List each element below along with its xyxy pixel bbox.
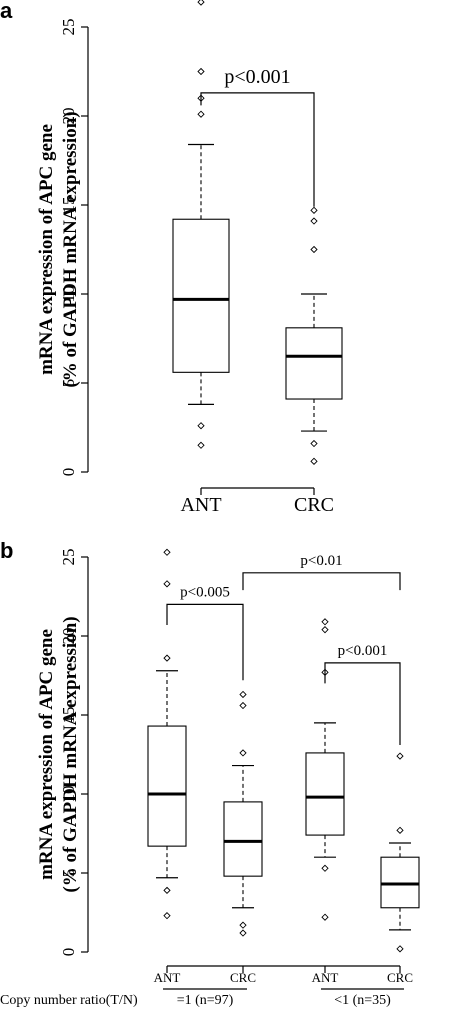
outlier-point bbox=[239, 929, 247, 937]
outlier-point bbox=[197, 422, 205, 430]
outlier-point bbox=[310, 457, 318, 465]
outlier-point bbox=[396, 826, 404, 834]
outlier-point bbox=[321, 864, 329, 872]
p-value-label: p<0.01 bbox=[300, 553, 342, 569]
outlier-point bbox=[321, 913, 329, 921]
x-category-label: CRC bbox=[294, 494, 334, 516]
x-category-label: CRC bbox=[387, 970, 413, 985]
p-value-label: p<0.001 bbox=[224, 66, 290, 88]
y-tick-label: 10 bbox=[59, 786, 78, 803]
outlier-point bbox=[310, 245, 318, 254]
outlier-point bbox=[163, 654, 171, 662]
x-category-label: ANT bbox=[312, 970, 339, 985]
significance-bracket bbox=[242, 572, 401, 591]
y-tick-label: 10 bbox=[59, 286, 78, 303]
y-axis-label-line1: mRNA expression of APC gene bbox=[36, 629, 57, 880]
outlier-point bbox=[310, 439, 318, 448]
panel-letter: b bbox=[0, 538, 13, 563]
y-tick-label: 25 bbox=[59, 19, 78, 36]
outlier-point bbox=[321, 626, 329, 634]
outlier-point bbox=[239, 701, 247, 710]
group-label: <1 (n=35) bbox=[334, 993, 391, 1008]
outlier-point bbox=[310, 217, 318, 225]
outlier-point bbox=[197, 0, 205, 6]
outlier-point bbox=[396, 752, 404, 760]
outlier-point bbox=[197, 110, 205, 118]
outlier-point bbox=[197, 441, 205, 449]
significance-bracket bbox=[324, 662, 401, 746]
y-tick-label: 0 bbox=[59, 948, 78, 957]
y-tick-label: 0 bbox=[59, 468, 78, 477]
box-0 bbox=[147, 548, 187, 920]
outlier-point bbox=[163, 548, 171, 556]
outlier-point bbox=[163, 912, 171, 920]
panel-b: b 0 5 10 15 20 25 mRNA expression of APC gene (%… bbox=[0, 538, 420, 1008]
y-tick-label: 5 bbox=[59, 379, 78, 388]
box-2 bbox=[305, 618, 345, 921]
box-1 bbox=[285, 206, 343, 465]
x-category-label: ANT bbox=[180, 494, 221, 516]
y-tick-label: 15 bbox=[59, 197, 78, 214]
significance-bracket bbox=[166, 603, 244, 681]
outlier-point bbox=[321, 618, 329, 626]
panel-a: a 0 5 10 15 20 25 mRNA expression of APC gene (%… bbox=[0, 0, 343, 516]
box-1 bbox=[223, 690, 263, 937]
iqr-box bbox=[305, 752, 345, 836]
outlier-point bbox=[163, 580, 171, 588]
x-category-label: ANT bbox=[154, 970, 181, 985]
group-label: =1 (n=97) bbox=[177, 993, 234, 1008]
outlier-point bbox=[163, 886, 171, 895]
y-axis-label-line2: (% of GAPDH mRNA expression) bbox=[60, 111, 81, 387]
iqr-box bbox=[147, 725, 187, 847]
y-tick-label: 20 bbox=[59, 108, 78, 125]
outlier-point bbox=[310, 206, 318, 214]
group-axis-title: Copy number ratio(T/N) bbox=[0, 993, 138, 1008]
outlier-point bbox=[239, 921, 247, 929]
iqr-box bbox=[223, 801, 263, 877]
p-value-label: p<0.001 bbox=[338, 643, 388, 659]
x-category-label: CRC bbox=[230, 970, 256, 985]
box-3 bbox=[380, 752, 420, 953]
iqr-box bbox=[380, 856, 420, 909]
iqr-box bbox=[285, 327, 343, 400]
y-axis-label-line1: mRNA expression of APC gene bbox=[36, 124, 57, 375]
y-tick-label: 25 bbox=[59, 549, 78, 566]
panel-letter: a bbox=[0, 0, 13, 23]
outlier-point bbox=[239, 749, 247, 757]
outlier-point bbox=[239, 690, 247, 699]
significance-bracket bbox=[200, 92, 315, 207]
p-value-label: p<0.005 bbox=[180, 584, 230, 600]
iqr-box bbox=[172, 218, 230, 373]
outlier-point bbox=[396, 945, 404, 953]
y-tick-label: 15 bbox=[59, 707, 78, 724]
y-tick-label: 5 bbox=[59, 869, 78, 878]
box-0 bbox=[172, 0, 230, 449]
y-tick-label: 20 bbox=[59, 628, 78, 645]
y-axis-label-line2: (% of GAPDH mRNA expression) bbox=[60, 616, 81, 892]
outlier-point bbox=[197, 67, 205, 76]
